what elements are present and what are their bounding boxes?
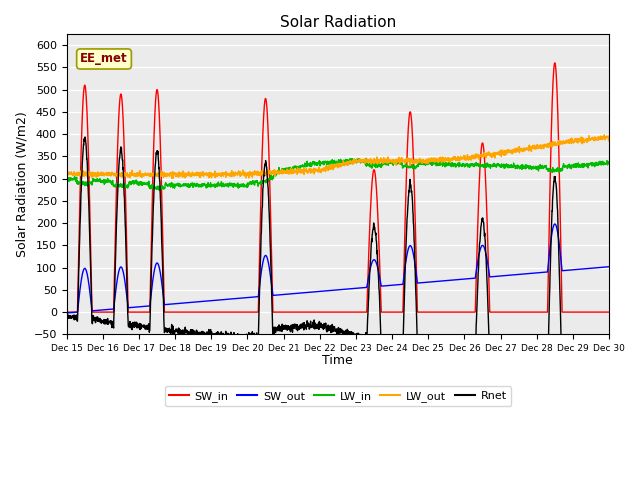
- SW_out: [573, 266, 580, 272]
- SW_out: [365, 271, 373, 277]
- LW_in: [354, 156, 362, 162]
- LW_out: [169, 176, 177, 181]
- LW_in: [573, 160, 580, 166]
- LW_in: [362, 156, 370, 161]
- LW_in: [557, 166, 565, 171]
- LW_in: [63, 176, 70, 181]
- SW_in: [353, 309, 361, 315]
- Line: SW_in: SW_in: [67, 63, 609, 312]
- SW_out: [353, 285, 361, 291]
- Rnet: [557, 345, 565, 351]
- LW_in: [214, 180, 222, 186]
- Y-axis label: Solar Radiation (W/m2): Solar Radiation (W/m2): [15, 111, 28, 257]
- SW_in: [63, 309, 70, 315]
- X-axis label: Time: Time: [323, 354, 353, 368]
- Rnet: [354, 331, 362, 337]
- LW_out: [496, 148, 504, 154]
- SW_in: [551, 60, 559, 66]
- SW_in: [495, 309, 503, 315]
- Rnet: [605, 382, 613, 388]
- SW_out: [214, 297, 221, 303]
- SW_out: [63, 310, 70, 316]
- SW_in: [214, 309, 221, 315]
- SW_out: [605, 264, 613, 270]
- Rnet: [496, 359, 504, 364]
- Line: SW_out: SW_out: [67, 224, 609, 313]
- LW_out: [573, 138, 580, 144]
- Title: Solar Radiation: Solar Radiation: [280, 15, 396, 30]
- Rnet: [365, 277, 373, 283]
- Legend: SW_in, SW_out, LW_in, LW_out, Rnet: SW_in, SW_out, LW_in, LW_out, Rnet: [164, 386, 511, 406]
- LW_out: [557, 140, 565, 145]
- LW_out: [365, 157, 373, 163]
- LW_in: [156, 188, 163, 193]
- Rnet: [81, 134, 89, 140]
- LW_out: [214, 172, 222, 178]
- LW_in: [366, 161, 374, 167]
- LW_in: [496, 163, 504, 169]
- Line: Rnet: Rnet: [67, 137, 609, 385]
- LW_out: [63, 170, 70, 176]
- Rnet: [63, 313, 70, 319]
- Text: EE_met: EE_met: [80, 52, 128, 65]
- SW_out: [551, 221, 559, 227]
- SW_in: [605, 309, 613, 315]
- LW_out: [600, 132, 608, 138]
- Rnet: [597, 383, 605, 388]
- SW_out: [495, 273, 503, 279]
- SW_out: [557, 261, 565, 266]
- Rnet: [214, 329, 222, 335]
- SW_in: [365, 240, 373, 245]
- SW_in: [573, 309, 580, 315]
- Line: LW_in: LW_in: [67, 158, 609, 191]
- LW_in: [605, 160, 613, 166]
- LW_out: [605, 133, 613, 139]
- SW_in: [557, 270, 565, 276]
- LW_out: [354, 158, 362, 164]
- Line: LW_out: LW_out: [67, 135, 609, 179]
- Rnet: [573, 376, 580, 382]
